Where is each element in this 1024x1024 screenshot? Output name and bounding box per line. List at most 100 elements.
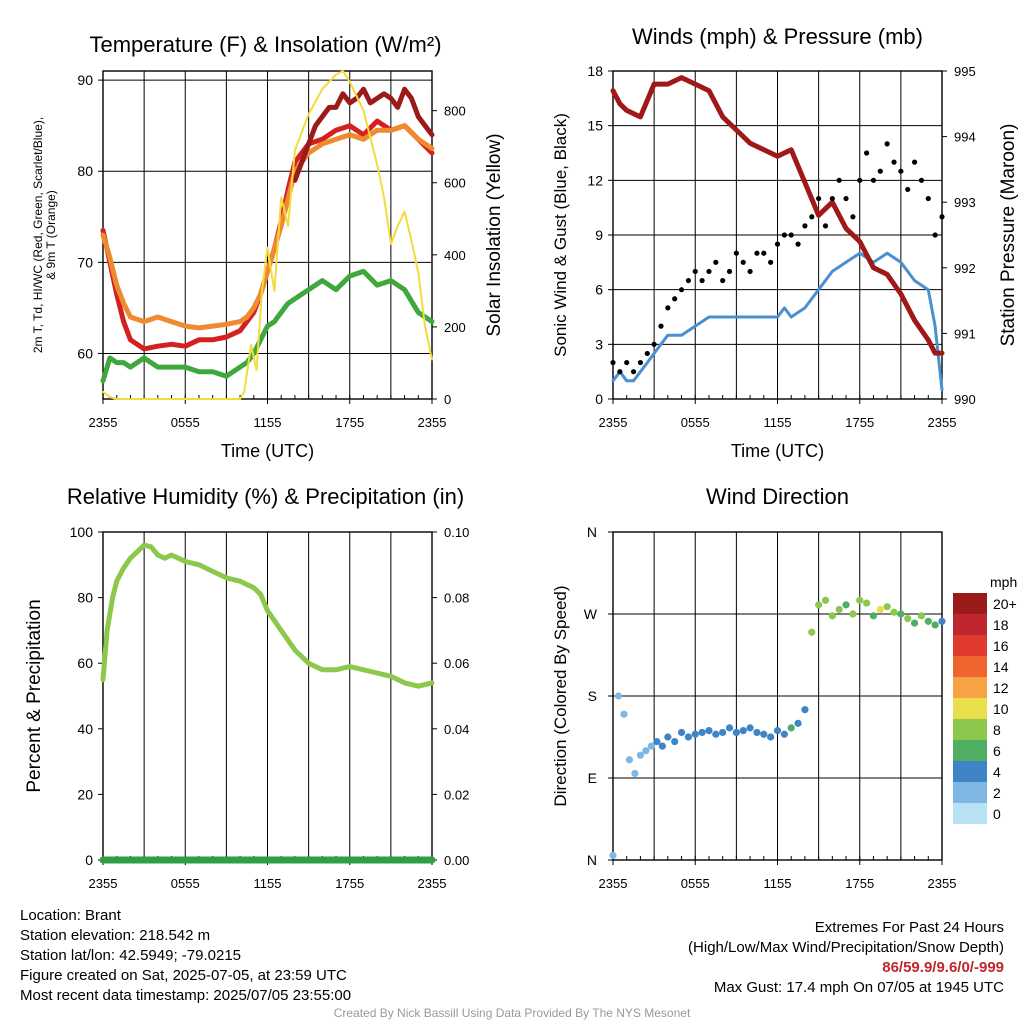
legend-label: 10 [993, 701, 1009, 717]
direction-point [614, 692, 623, 700]
legend-label: 4 [993, 764, 1001, 780]
x-tick-label: 1155 [254, 415, 282, 430]
y2-tick-label: 0 [444, 392, 451, 407]
direction-point [684, 733, 692, 741]
y2-tick-label: 990 [954, 392, 976, 407]
direction-point [631, 769, 639, 778]
gust-point [678, 287, 685, 293]
gust-point [932, 232, 938, 238]
x-tick-label: 0555 [681, 415, 710, 430]
y-axis-label-direction: Direction (Colored By Speed) [551, 585, 570, 806]
gust-point [884, 141, 890, 147]
gust-point [733, 250, 739, 256]
y-tick-label: 90 [77, 72, 93, 88]
y-tick-label: 6 [595, 282, 603, 298]
y2-tick-label: 0.10 [444, 525, 469, 540]
legend-label: 8 [993, 722, 1001, 738]
direction-point [808, 628, 816, 636]
y-axis-label-winds: Sonic Wind & Gust (Blue, Black) [551, 113, 570, 357]
gust-point [665, 305, 671, 311]
gust-point [672, 296, 678, 302]
gust-point [706, 268, 712, 275]
x-tick-label: 1155 [764, 415, 792, 430]
legend-swatch [953, 656, 987, 677]
direction-point [869, 612, 878, 620]
x-tick-label: 0555 [681, 876, 710, 891]
direction-point [760, 730, 768, 738]
y2-tick-label: 991 [954, 326, 976, 341]
direction-point [910, 619, 919, 627]
gust-point [685, 277, 691, 284]
gust-point [843, 195, 849, 202]
direction-point [620, 710, 628, 718]
gust-point [747, 268, 753, 275]
legend-swatch [953, 635, 987, 656]
gust-point [905, 186, 911, 193]
gust-point [898, 168, 904, 174]
y2-tick-label: 993 [954, 195, 976, 210]
x-tick-label: 2355 [418, 876, 447, 891]
y-tick-label: 12 [587, 172, 603, 188]
direction-point [719, 728, 727, 737]
x-axis-label: Time (UTC) [221, 441, 314, 461]
y-tick-label: 0 [595, 391, 603, 407]
direction-point [677, 728, 686, 737]
direction-point [787, 724, 795, 732]
gust-point [692, 268, 698, 275]
x-tick-label: 2355 [928, 415, 957, 430]
legend-swatch [953, 719, 987, 740]
legend-swatch [953, 614, 987, 635]
x-tick-label: 2355 [418, 415, 447, 430]
y-tick-label: 9 [595, 227, 603, 243]
direction-point [917, 612, 926, 620]
gust-point [850, 214, 856, 220]
gust-point [740, 259, 746, 265]
max-gust-text: Max Gust: 17.4 mph On 07/05 at 1945 UTC [713, 979, 1004, 996]
legend-label: 16 [993, 638, 1009, 654]
legend-swatch [953, 740, 987, 761]
pressure-line [610, 75, 945, 356]
x-tick-label: 0555 [171, 876, 200, 891]
legend-label: 20+ [993, 596, 1017, 612]
gust-point [788, 232, 794, 238]
gust-point [829, 195, 835, 202]
y-tick-label: 70 [77, 254, 93, 270]
legend-label: 18 [993, 617, 1009, 633]
gust-point [911, 159, 918, 165]
direction-point [712, 730, 720, 738]
gust-point [781, 232, 787, 238]
sonic-wind-line [611, 251, 944, 392]
y2-tick-label: 994 [954, 130, 976, 145]
legend-label: 2 [993, 785, 1001, 801]
gust-point [644, 350, 650, 357]
gust-point [754, 250, 760, 256]
legend-label: 6 [993, 743, 1001, 759]
direction-point [883, 603, 891, 611]
direction-point [753, 728, 761, 737]
y2-tick-label: 0.08 [444, 591, 469, 606]
direction-point [856, 596, 864, 604]
legend-title: mph [990, 574, 1017, 590]
direction-point [773, 727, 782, 735]
direction-point [794, 719, 802, 727]
extremes-description: (High/Low/Max Wind/Precipitation/Snow De… [688, 939, 1004, 956]
y2-axis-label-insolation: Solar Insolation (Yellow) [484, 133, 505, 336]
direction-point [815, 601, 823, 609]
y2-tick-label: 600 [444, 176, 466, 191]
direction-point [842, 601, 850, 609]
y-tick-label: 15 [587, 118, 603, 134]
direction-point [698, 728, 706, 737]
x-tick-label: 2355 [599, 415, 628, 430]
gust-point [720, 277, 726, 284]
extremes-title: Extremes For Past 24 Hours [814, 919, 1004, 936]
y-tick-label: 3 [595, 336, 603, 352]
gust-point [761, 250, 767, 256]
y2-tick-label: 995 [954, 64, 976, 79]
legend-swatch [953, 698, 987, 719]
latlon-text: Station lat/lon: 42.5949; -79.0215 [20, 947, 242, 964]
gust-point [699, 277, 705, 284]
y-tick-label: N [587, 852, 597, 868]
temperature-9m-line [100, 123, 435, 331]
gust-point [809, 214, 815, 220]
